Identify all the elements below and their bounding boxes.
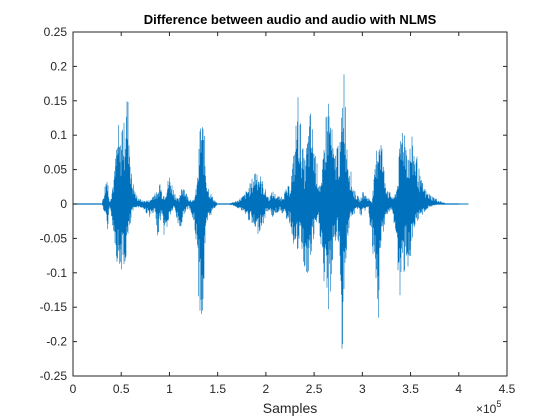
x-tick-label: 2: [263, 382, 270, 396]
x-tick-label: 0.5: [113, 382, 130, 396]
y-tick-label: -0.25: [40, 369, 68, 383]
y-tick-label: -0.05: [40, 231, 68, 245]
y-tick-label: 0.1: [50, 128, 67, 142]
y-ticks: -0.25 -0.2 -0.15 -0.1 -0.05 0 0.05 0.1 0.15 0.2 0.…: [40, 25, 507, 383]
x-axis-exponent-power: 5: [496, 399, 501, 409]
y-tick-label: 0.2: [50, 59, 67, 73]
x-axis-exponent-base: ×10: [476, 402, 497, 416]
waveform-envelope: [72, 74, 459, 349]
x-axis-label: Samples: [263, 400, 317, 416]
y-tick-label: 0.25: [44, 25, 68, 39]
x-tick-label: 4: [455, 382, 462, 396]
chart-title: Difference between audio and audio with …: [144, 12, 437, 27]
y-tick-label: -0.2: [46, 335, 67, 349]
x-tick-label: 3: [359, 382, 366, 396]
y-tick-label: 0.15: [44, 94, 68, 108]
x-tick-label: 2.5: [306, 382, 323, 396]
x-tick-label: 1.5: [209, 382, 226, 396]
x-tick-label: 3.5: [402, 382, 419, 396]
x-ticks: 0 0.5 1 1.5 2 2.5 3 3.5 4 4.5: [70, 32, 516, 396]
x-axis-exponent: ×105: [476, 399, 501, 416]
y-tick-label: 0: [60, 197, 67, 211]
plot-area: [72, 74, 469, 349]
x-tick-label: 0: [70, 382, 77, 396]
x-tick-label: 4.5: [499, 382, 516, 396]
x-tick-label: 1: [166, 382, 173, 396]
y-tick-label: -0.15: [40, 300, 68, 314]
y-tick-label: -0.1: [46, 266, 67, 280]
y-tick-label: 0.05: [44, 163, 68, 177]
